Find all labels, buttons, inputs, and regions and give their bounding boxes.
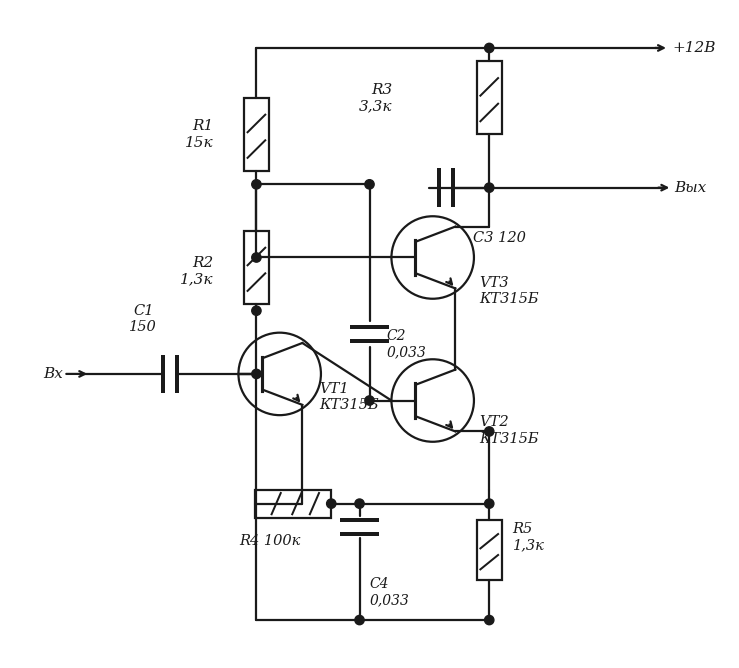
Text: R1
15к: R1 15к [185,120,213,150]
Text: Вых: Вых [674,180,706,194]
Circle shape [252,369,261,379]
Circle shape [485,615,494,625]
Text: С4
0,033: С4 0,033 [370,576,409,607]
Text: С2
0,033: С2 0,033 [386,329,426,359]
Text: VT1
КТ315Б: VT1 КТ315Б [319,382,379,412]
Circle shape [355,499,364,508]
Circle shape [485,183,494,192]
Text: С3 120: С3 120 [473,230,525,244]
Circle shape [252,180,261,189]
Circle shape [252,253,261,262]
Circle shape [355,615,364,625]
Bar [244,231,269,304]
Bar [477,61,502,134]
Text: Вх: Вх [44,367,64,381]
Circle shape [485,43,494,53]
Circle shape [327,499,336,508]
Text: R2
1,3к: R2 1,3к [180,256,213,286]
Bar [244,98,269,171]
Text: С1
150: С1 150 [129,304,157,334]
Circle shape [485,499,494,508]
Bar [255,490,331,518]
Text: R5
1,3к: R5 1,3к [513,522,545,552]
Circle shape [365,180,374,189]
Bar [477,520,502,580]
Text: VT2
КТ315Б: VT2 КТ315Б [480,415,539,446]
Text: R3
3,3к: R3 3,3к [359,83,393,113]
Text: +12В: +12В [672,41,715,55]
Circle shape [485,427,494,436]
Text: R4 100к: R4 100к [239,534,301,548]
Circle shape [252,306,261,315]
Text: VT3
КТ315Б: VT3 КТ315Б [480,276,539,306]
Circle shape [365,396,374,405]
